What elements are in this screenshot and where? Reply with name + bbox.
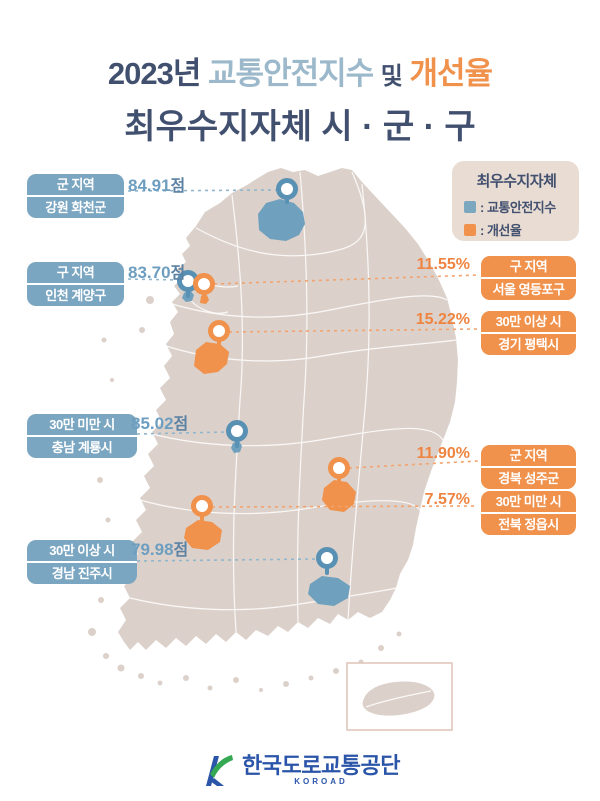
score-unit: 점 [170,265,186,282]
connector-jeongeup [211,505,479,508]
legend-item-label: : 교통안전지수 [480,200,556,215]
callout-region: 경기 평택시 [481,332,576,355]
callout-value-seongju: 11.90% [416,445,470,462]
callout-value-hwacheon: 84.91점 [128,172,185,196]
callout-hwacheon: 군 지역 강원 화천군 [27,174,124,218]
korea-mainland-shape [118,168,458,650]
pin-hwacheon [276,178,298,204]
callout-yeongdeungpo: 구 지역 서울 영등포구 [481,256,576,300]
region-jinju [308,576,350,606]
pin-jinju [316,547,338,575]
callout-value-gyeyang: 83.70점 [128,259,185,283]
pin-pyeongtaek [208,320,230,348]
legend-swatch-blue-icon [464,200,476,213]
callout-region: 서울 영등포구 [481,277,576,300]
callout-value-gyeryong: 85.02점 [131,410,188,434]
callout-category: 군 지역 [509,447,548,463]
pin-gyeryong [226,420,248,448]
legend: 최우수지자체 : 교통안전지수 : 개선율 [452,161,579,241]
title-term-safety: 교통안전지수 [208,56,374,91]
title-line2: 최우수지자체 시 · 군 · 구 [124,108,476,146]
callout-jinju: 30만 이상 시 경남 진주시 [27,540,137,584]
district-borders [129,171,457,633]
callout-value-pyeongtaek: 15.22% [415,311,470,328]
callout-category: 30만 미만 시 [495,493,562,509]
title-term-improvement: 개선율 [409,56,494,91]
callout-value-yeongdeungpo: 11.55% [416,256,470,273]
org-name: 한국도로교통공단 [242,752,400,778]
title-conjunction: 및 [380,63,403,90]
footer: 한국도로교통공단 KOROAD [0,752,600,788]
koroad-logo-icon [206,755,234,786]
callout-value-jeongeup: 7.57% [424,491,470,508]
score-unit: 점 [173,542,189,559]
pin-seongju [328,457,350,485]
connector-jinju [136,558,318,562]
jeju-inset [346,662,453,731]
legend-item-improvement: : 개선율 [464,220,569,239]
score-number: 84.91 [128,176,171,195]
title-year: 2023년 [107,56,201,91]
callout-category: 30만 이상 시 [49,542,115,558]
score-number: 83.70 [128,263,171,282]
title-line1: 2023년 교통안전지수 및 개선율 [0,48,600,93]
callout-region: 경북 성주군 [481,466,576,489]
page-title: 2023년 교통안전지수 및 개선율 최우수지자체 시 · 군 · 구 [0,48,600,148]
connector-yeongdeungpo [213,274,479,285]
legend-item-safety: : 교통안전지수 [464,197,569,216]
legend-swatch-orange-icon [464,223,476,236]
callout-category: 군 지역 [56,176,95,192]
score-number: 79.98 [131,540,174,559]
callout-region: 경남 진주시 [27,561,137,584]
connector-gyeryong [136,431,228,435]
connector-gyeyang [127,278,179,281]
callout-category: 구 지역 [509,258,548,274]
callout-category: 30만 미만 시 [49,416,115,432]
region-pyeongtaek [194,342,229,374]
pin-jeongeup [191,495,213,523]
callout-value-jinju: 79.98점 [131,536,188,560]
callout-category: 30만 이상 시 [495,313,562,329]
region-jeongeup [184,520,222,550]
callout-gyeryong: 30만 미만 시 충남 계룡시 [27,414,137,458]
jeju-island-line [365,690,432,708]
callout-jeongeup: 30만 미만 시 전북 정읍시 [481,491,576,535]
score-unit: 점 [173,416,189,433]
connector-seongju [348,460,479,469]
jeju-island-shape [362,681,435,716]
score-number: 85.02 [131,414,174,433]
callout-seongju: 군 지역 경북 성주군 [481,445,576,489]
region-hwacheon [258,199,305,241]
callout-region: 강원 화천군 [27,195,124,218]
callout-pyeongtaek: 30만 이상 시 경기 평택시 [481,311,576,355]
score-unit: 점 [170,178,186,195]
callout-region: 충남 계룡시 [27,435,137,458]
callout-region: 인천 계양구 [27,283,124,306]
callout-category: 구 지역 [56,264,95,280]
legend-title: 최우수지자체 [476,173,557,190]
koroad-wordmark: 한국도로교통공단 KOROAD [242,752,400,786]
pin-yeongdeungpo [193,273,215,301]
org-name-en: KOROAD [294,776,348,786]
region-seongju [322,480,356,512]
callout-gyeyang: 구 지역 인천 계양구 [27,262,124,306]
callout-region: 전북 정읍시 [481,512,576,535]
legend-item-label: : 개선율 [480,223,522,238]
